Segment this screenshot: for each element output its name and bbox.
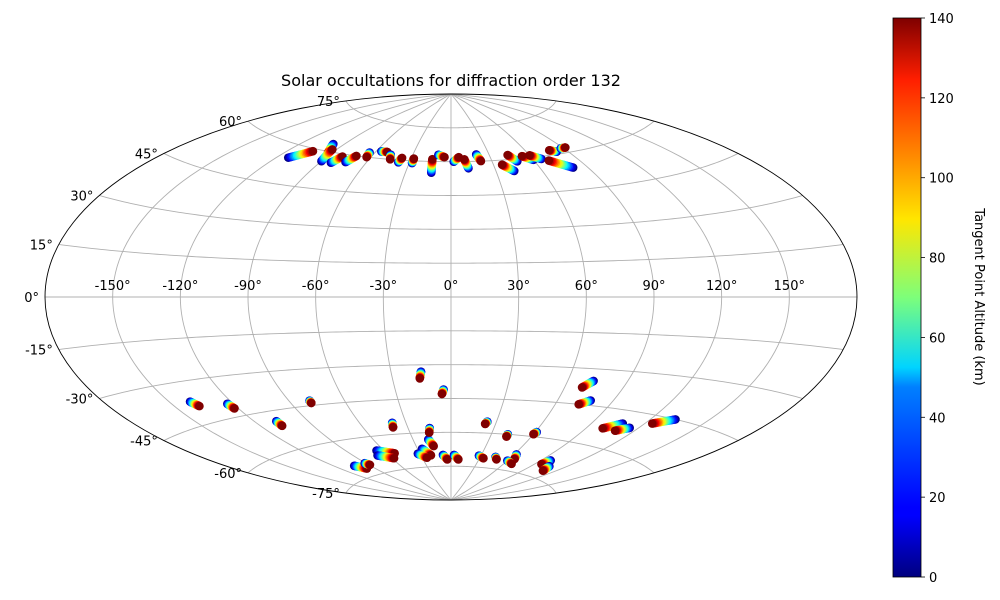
occultation-point	[529, 429, 538, 439]
colorbar-ticks: 0 20 40 60 80 100 120 140	[921, 12, 954, 586]
colorbar-tick-label: 0	[929, 571, 937, 586]
occultation-point	[409, 154, 419, 163]
occultation-point	[415, 374, 425, 383]
occultation-point	[574, 400, 583, 409]
occultation-point	[424, 428, 434, 437]
parallel-line	[58, 244, 844, 264]
parallel-line	[247, 431, 655, 474]
y-tick-label: -60°	[214, 467, 242, 482]
occultation-point	[429, 441, 438, 451]
occultation-point	[480, 419, 490, 429]
occultation-point	[389, 453, 399, 463]
occultation-point	[307, 398, 316, 408]
colorbar-label: Tangent Point Altitude (km)	[971, 207, 986, 385]
parallel-line	[163, 398, 739, 441]
x-tick-label: 30°	[507, 279, 530, 294]
occultation-point	[525, 151, 534, 160]
parallel-line	[163, 153, 739, 196]
parallel-line	[345, 100, 557, 129]
x-tick-label: 150°	[774, 279, 805, 294]
occultation-point	[308, 146, 318, 156]
x-tick-label: 60°	[575, 279, 598, 294]
occultation-point	[230, 404, 239, 413]
colorbar-tick-label: 80	[929, 252, 946, 267]
colorbar-tick-label: 100	[929, 172, 954, 187]
x-tick-label: -120°	[162, 279, 198, 294]
occultation-point	[362, 152, 371, 162]
y-tick-label: -75°	[312, 487, 340, 502]
parallel-line	[99, 364, 803, 399]
occultation-point	[517, 151, 527, 161]
occultation-point	[437, 389, 447, 399]
colorbar-tick-label: 140	[929, 12, 954, 27]
occultation-point	[352, 151, 361, 161]
occultation-points	[185, 139, 680, 476]
y-tick-label: 30°	[70, 190, 93, 205]
occultation-point	[365, 460, 375, 470]
occultation-point	[454, 455, 463, 464]
occultation-point	[195, 401, 204, 411]
y-tick-label: 0°	[24, 291, 39, 306]
longitude-tick-labels: -150° -120° -90° -60° -30° 0° 30° 60° 90° 120° 150…	[95, 279, 805, 294]
occultation-point	[610, 426, 620, 436]
occultation-point	[443, 455, 452, 464]
x-tick-label: -60°	[302, 279, 330, 294]
occultation-point	[503, 150, 512, 160]
x-tick-label: 90°	[642, 279, 665, 294]
occultation-point	[497, 160, 507, 170]
colorbar-tick-label: 60	[929, 331, 946, 346]
occultation-point	[561, 143, 570, 152]
occultation-point	[577, 383, 587, 392]
map-outline	[44, 93, 858, 501]
y-tick-label: 15°	[30, 238, 53, 253]
graticule	[45, 93, 857, 501]
occultation-point	[502, 432, 511, 441]
y-tick-label: -30°	[66, 393, 94, 408]
y-tick-label: 75°	[317, 95, 340, 110]
occultation-point	[598, 424, 607, 433]
occultation-point	[277, 421, 287, 431]
occultation-point	[440, 152, 449, 162]
x-tick-label: 0°	[444, 279, 459, 294]
colorbar-tick-label: 120	[929, 92, 954, 107]
occultation-point	[544, 156, 554, 165]
parallel-line	[345, 465, 557, 494]
y-tick-label: 60°	[219, 115, 242, 130]
occultation-point	[385, 155, 395, 164]
occultation-point	[397, 153, 407, 163]
chart-title: Solar occultations for diffraction order…	[281, 71, 621, 90]
y-tick-label: -15°	[25, 344, 53, 359]
parallel-line	[58, 330, 844, 350]
occultation-point	[476, 156, 486, 166]
colorbar-tick-label: 20	[929, 491, 946, 506]
latitude-tick-labels: 75° 60° 45° 30° 15° 0° -15° -30° -45° -60° -75°	[24, 95, 340, 502]
occultation-point	[647, 419, 657, 428]
occultation-point	[538, 466, 548, 476]
occultation-point	[507, 459, 516, 469]
x-tick-label: -30°	[369, 279, 397, 294]
occultation-point	[328, 145, 337, 154]
colorbar	[892, 17, 922, 578]
occultation-point	[388, 423, 398, 432]
occultation-point	[479, 453, 488, 463]
x-tick-label: -150°	[95, 279, 131, 294]
colorbar-tick-label: 40	[929, 411, 946, 426]
occultation-point	[428, 154, 437, 164]
x-tick-label: 120°	[706, 279, 737, 294]
parallel-line	[99, 195, 803, 230]
occultation-point	[492, 455, 501, 464]
occultation-point	[544, 145, 554, 155]
y-tick-label: 45°	[135, 147, 158, 162]
x-tick-label: -90°	[234, 279, 262, 294]
occultation-point	[422, 453, 432, 463]
y-tick-label: -45°	[130, 435, 158, 450]
occultation-point	[460, 154, 469, 164]
